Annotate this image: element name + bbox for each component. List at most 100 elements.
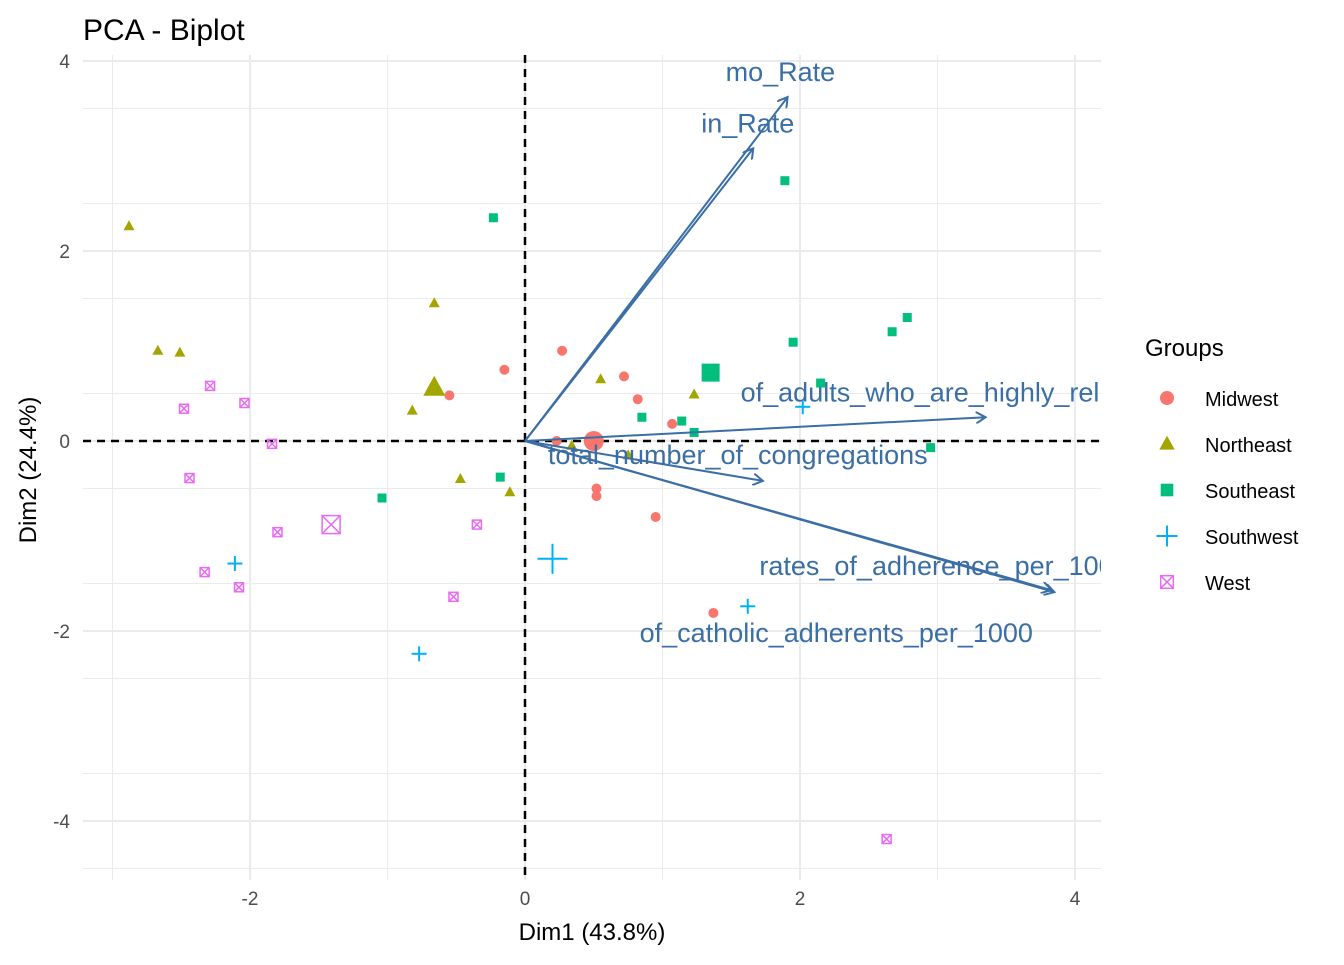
box: [178, 403, 190, 414]
point-midwest: [591, 483, 602, 494]
point-midwest: [444, 390, 455, 401]
legend-label: West: [1205, 573, 1251, 595]
loading-arrow: [524, 148, 753, 442]
point-west: [448, 591, 459, 603]
y-tick-label: 2: [59, 242, 70, 263]
cross2: [184, 473, 195, 484]
cross2: [239, 397, 250, 409]
arrow-label: of_catholic_adherents_per_1000: [640, 618, 1033, 648]
y-tick-label: 4: [59, 52, 70, 73]
legend-key-southeast: [1160, 483, 1174, 497]
point-southeast: [637, 412, 647, 422]
legend-key-southwest: [1156, 525, 1178, 547]
point-west: [881, 833, 892, 845]
cross2: [266, 438, 278, 449]
point-northeast: [504, 486, 516, 497]
y-tick-label: -4: [53, 812, 70, 833]
point-midwest: [650, 512, 661, 522]
point-northeast: [566, 439, 578, 450]
point-southwest: [795, 399, 811, 415]
cross2: [471, 519, 482, 530]
y-axis-label: Dim2 (24.4%): [15, 397, 42, 544]
arrow-label: of_adults_who_are_highly_religious: [741, 377, 1170, 407]
y-tick-label: 0: [59, 432, 70, 453]
box: [321, 514, 341, 535]
point-midwest: [708, 607, 719, 618]
point-midwest: [591, 491, 602, 502]
cross2: [178, 403, 190, 414]
box: [239, 397, 250, 409]
point-northeast: [595, 373, 607, 384]
cross2: [448, 591, 459, 602]
point-southeast: [926, 443, 936, 453]
point-southeast: [677, 416, 687, 426]
y-tick-label: -2: [53, 622, 70, 643]
point-southeast: [780, 176, 790, 186]
point-southeast: [488, 213, 498, 223]
point-southwest: [411, 646, 427, 662]
box: [272, 526, 283, 538]
point-midwest: [667, 418, 678, 429]
cross2: [205, 380, 216, 391]
legend-title: Groups: [1145, 335, 1224, 362]
point-midwest: [619, 371, 629, 382]
point-southeast: [377, 493, 387, 503]
group-mean-midwest: [583, 431, 604, 451]
loading-arrow: [524, 417, 986, 442]
arrow-label: rates_of_adherence_per_1000: [759, 551, 1128, 581]
group-mean-west: [321, 514, 341, 535]
box: [266, 438, 278, 450]
point-midwest: [632, 394, 643, 405]
point-west: [266, 438, 278, 450]
x-tick-label: 0: [520, 889, 531, 910]
x-tick-label: -2: [242, 889, 259, 910]
loading-arrow: [524, 440, 763, 481]
box: [184, 472, 195, 484]
point-southeast: [495, 472, 505, 482]
arrow-label: in_Rate: [701, 108, 794, 138]
box: [204, 380, 216, 392]
point-northeast: [428, 297, 440, 308]
point-northeast: [406, 404, 418, 415]
cross2: [199, 567, 210, 578]
point-southeast: [816, 378, 826, 388]
legend-label: Midwest: [1205, 389, 1279, 411]
point-southeast: [788, 337, 798, 347]
chart-title: PCA - Biplot: [83, 14, 245, 47]
point-northeast: [622, 449, 634, 460]
box: [1159, 574, 1175, 590]
cross2: [272, 527, 283, 538]
point-west: [204, 380, 216, 392]
group-mean-southeast: [701, 363, 720, 382]
legend-key-west: [1159, 574, 1175, 590]
arrow-label: mo_Rate: [726, 57, 836, 87]
box: [199, 566, 210, 578]
point-northeast: [688, 388, 700, 399]
point-northeast: [174, 346, 186, 357]
cross2: [1160, 575, 1174, 589]
point-west: [178, 403, 190, 414]
x-axis-label: Dim1 (43.8%): [519, 919, 666, 946]
point-southwest: [227, 556, 243, 572]
box: [471, 519, 483, 530]
box: [233, 582, 245, 593]
point-northeast: [454, 473, 466, 483]
legend-label: Southeast: [1205, 481, 1296, 503]
legend-label: Northeast: [1205, 435, 1292, 457]
group-mean-northeast: [423, 375, 446, 396]
group-mean-southwest: [537, 543, 568, 574]
cross2: [881, 834, 892, 845]
point-west: [272, 526, 283, 538]
legend: Groups Midwest Northeast Southeast Southwes…: [1145, 335, 1299, 595]
legend-key-northeast: [1159, 435, 1175, 450]
cross2: [321, 515, 341, 535]
legend-key-midwest: [1160, 391, 1174, 405]
point-midwest: [499, 364, 510, 375]
point-midwest: [557, 345, 568, 356]
point-southwest: [740, 598, 756, 614]
point-west: [471, 519, 483, 530]
point-west: [199, 566, 210, 578]
point-northeast: [152, 344, 164, 355]
point-southeast: [902, 313, 912, 322]
